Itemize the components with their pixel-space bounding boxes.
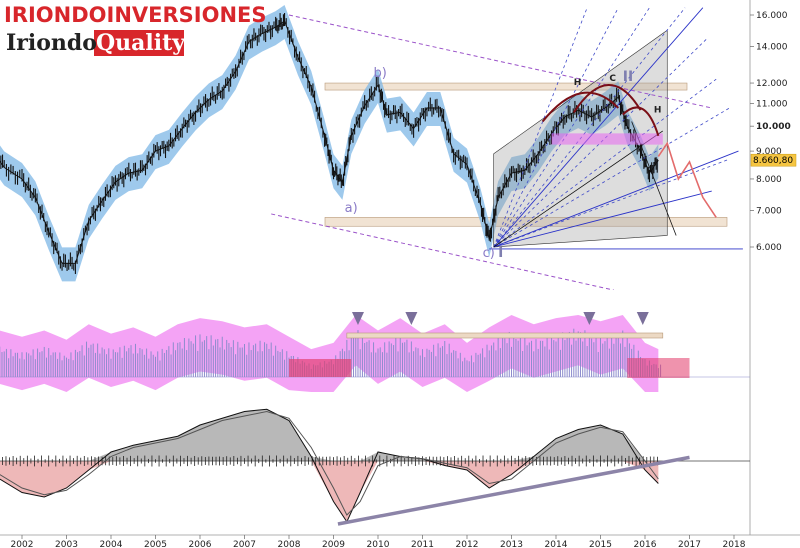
- y-tick-label: 8.000: [756, 175, 782, 185]
- x-tick-label: 2010: [367, 540, 390, 548]
- indicator-red-zone: [289, 359, 352, 377]
- y-tick-label: 6.000: [756, 243, 782, 253]
- fan-line-solid: [493, 150, 739, 248]
- price-panel: a) b) c) I H C II H: [0, 4, 743, 290]
- y-tick-label: 14.000: [756, 43, 788, 53]
- shoulder-arc: [622, 106, 660, 137]
- last-price-bg: [750, 153, 797, 167]
- x-tick-label: 2007: [233, 540, 256, 548]
- head-arc: [572, 84, 642, 113]
- fan-line-solid: [493, 190, 712, 248]
- y-tick-label: 16.000: [756, 11, 788, 21]
- shoulder-arc: [541, 91, 620, 123]
- wave-annotation: I: [498, 245, 503, 261]
- channel-line: [493, 130, 664, 248]
- macd-support-trendline: [337, 455, 690, 526]
- support-dotted-line: [271, 213, 614, 290]
- support-resistance-band: [324, 217, 728, 227]
- signal-marker: [405, 312, 418, 325]
- last-price-label: 8.660,80: [753, 156, 793, 166]
- y-tick-label: 12.000: [756, 79, 788, 89]
- brand-title: IRIONDOINVERSIONES: [4, 3, 267, 27]
- wave-annotation: b): [374, 66, 387, 81]
- logo-part2: Quality: [96, 30, 186, 56]
- wave-annotation: H: [654, 105, 662, 115]
- wave-annotation: H: [574, 78, 582, 88]
- wave-annotation: II: [623, 69, 633, 85]
- magenta-zone: [551, 133, 663, 145]
- y-tick-label: 7.000: [756, 207, 782, 217]
- macd-panel: [0, 408, 750, 526]
- x-tick-label: 2011: [411, 540, 434, 548]
- indicator-red-zone: [627, 358, 690, 378]
- logo-part1: Iriondo: [6, 30, 97, 56]
- y-tick-label: 10.000: [756, 122, 791, 132]
- brand-logo: IRIONDOINVERSIONES Iriondo Quality: [4, 3, 267, 56]
- x-tick-label: 2006: [189, 540, 212, 548]
- signal-marker: [351, 312, 364, 325]
- support-resistance-band: [324, 82, 688, 91]
- fan-line: [493, 37, 708, 248]
- y-tick-label: 11.000: [756, 100, 788, 110]
- x-tick-label: 2016: [634, 540, 657, 548]
- indicator-panel: [0, 312, 750, 392]
- signal-marker: [636, 312, 649, 325]
- price-ticks: 16.000 14.000 12.000 11.000 10.000 9.000 8.000…: [750, 11, 791, 253]
- wave-annotation: C: [609, 74, 616, 84]
- macd-negative-area: [0, 461, 659, 522]
- x-tick-label: 2008: [278, 540, 301, 548]
- indicator-band: [346, 332, 664, 339]
- y-tick-label: 9.000: [756, 147, 782, 157]
- fan-line: [493, 78, 717, 248]
- x-ticks: 2002 2003 2004 2005 2006 2007 2008 2009 2010 2011…: [11, 535, 746, 548]
- x-tick-label: 2018: [723, 540, 746, 548]
- resistance-dotted-line: [288, 14, 712, 109]
- x-tick-label: 2014: [545, 540, 568, 548]
- x-tick-label: 2013: [500, 540, 523, 548]
- macd-positive-area: [0, 409, 659, 461]
- projected-path: [657, 141, 717, 218]
- wave-annotation: c): [483, 246, 495, 261]
- x-tick-label: 2012: [456, 540, 479, 548]
- x-tick-label: 2003: [55, 540, 78, 548]
- x-tick-label: 2009: [322, 540, 345, 548]
- x-tick-label: 2015: [589, 540, 612, 548]
- x-tick-label: 2002: [11, 540, 34, 548]
- indicator-envelope: [0, 315, 659, 392]
- wave-annotation: a): [345, 201, 358, 216]
- x-tick-label: 2005: [144, 540, 167, 548]
- macd-line: [0, 408, 659, 523]
- fan-line: [493, 107, 730, 248]
- x-tick-label: 2004: [100, 540, 123, 548]
- logo-quality-bg: [94, 30, 184, 56]
- x-tick-label: 2017: [678, 540, 701, 548]
- fan-line: [493, 7, 588, 248]
- macd-signal-line: [0, 410, 659, 516]
- signal-marker: [583, 312, 596, 325]
- fan-line-solid: [493, 7, 704, 248]
- last-price-tag: 8.660,80: [750, 153, 797, 167]
- fan-line: [493, 7, 619, 248]
